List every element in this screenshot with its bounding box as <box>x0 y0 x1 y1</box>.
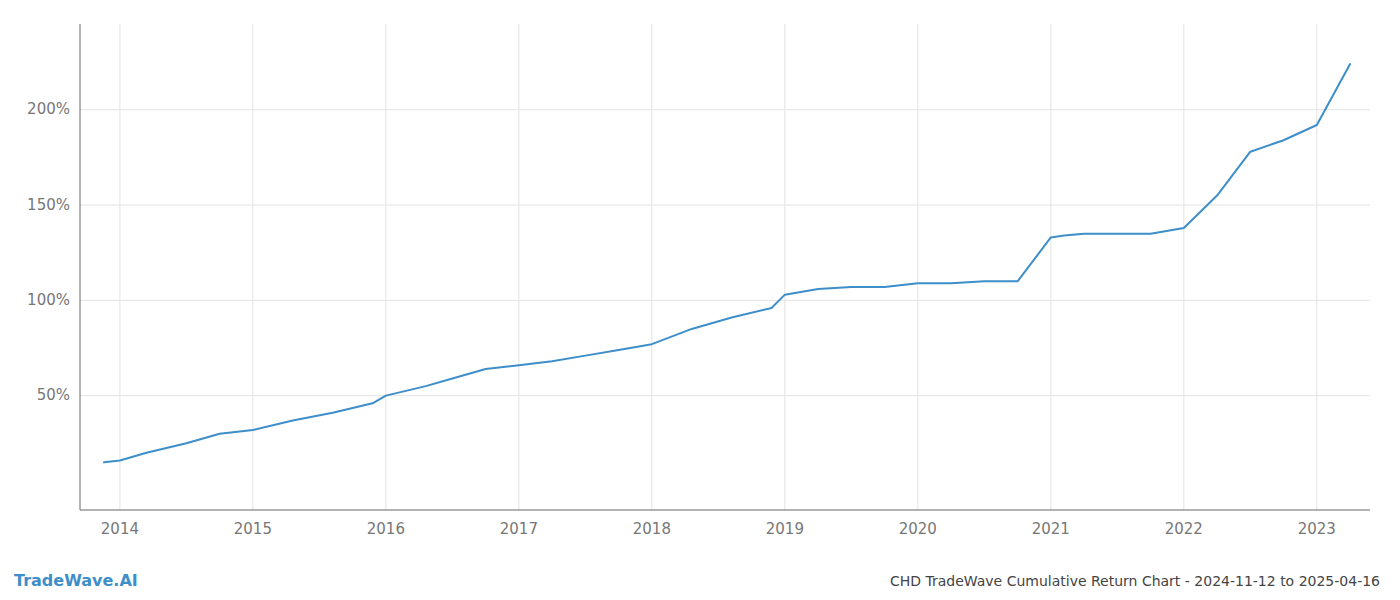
y-tick-label: 200% <box>27 100 70 118</box>
x-grid-line <box>651 24 652 510</box>
x-tick-label: 2021 <box>1032 520 1070 538</box>
y-grid-line <box>80 205 1370 206</box>
x-grid-line <box>252 24 253 510</box>
x-tick-label: 2018 <box>633 520 671 538</box>
x-grid-line <box>518 24 519 510</box>
x-tick-label: 2019 <box>766 520 804 538</box>
x-tick-label: 2022 <box>1165 520 1203 538</box>
x-grid-line <box>1316 24 1317 510</box>
chart: 2014 2015 2016 2017 2018 2019 2020 2021 2022 2023… <box>0 0 1400 600</box>
x-tick-label: 2020 <box>899 520 937 538</box>
x-axis-line <box>80 510 1370 511</box>
y-tick-label: 50% <box>37 386 70 404</box>
x-grid-line <box>119 24 120 510</box>
title: CHD TradeWave Cumulative Return Chart - … <box>890 573 1380 589</box>
y-grid-line <box>80 395 1370 396</box>
y-axis-line <box>80 24 81 510</box>
x-tick-label: 2015 <box>234 520 272 538</box>
x-grid-line <box>1050 24 1051 510</box>
y-tick-label: 150% <box>27 196 70 214</box>
y-grid-line <box>80 300 1370 301</box>
x-grid-line <box>784 24 785 510</box>
x-tick-label: 2016 <box>367 520 405 538</box>
x-grid-line <box>1183 24 1184 510</box>
grid <box>80 24 1370 510</box>
x-grid-line <box>385 24 386 510</box>
watermark: TradeWave.AI <box>14 571 138 590</box>
x-tick-label: 2023 <box>1298 520 1336 538</box>
plot-data <box>104 64 1350 462</box>
axes: 2014 2015 2016 2017 2018 2019 2020 2021 2022 2023… <box>27 24 1370 538</box>
y-grid-line <box>80 109 1370 110</box>
x-tick-label: 2014 <box>101 520 139 538</box>
x-tick-label: 2017 <box>500 520 538 538</box>
page: {"chart_data": {"type": "line", "title":… <box>0 0 1400 600</box>
x-grid-line <box>917 24 918 510</box>
line <box>104 64 1350 462</box>
y-tick-label: 100% <box>27 291 70 309</box>
